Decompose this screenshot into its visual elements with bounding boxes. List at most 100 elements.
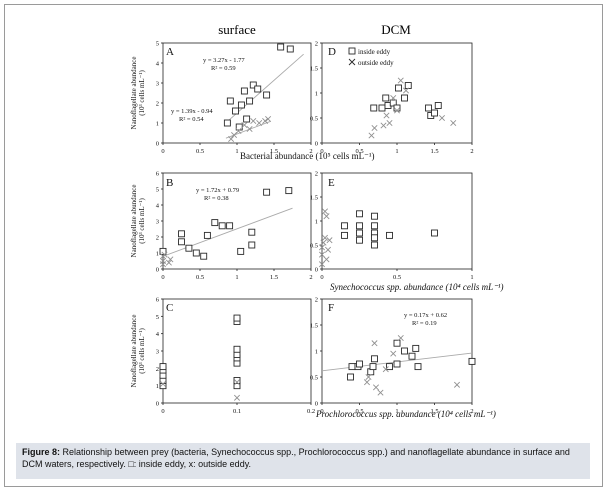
panel-letter: E — [328, 177, 335, 189]
x-tick-label: 0 — [320, 408, 323, 415]
figure-svg: surface DCM 0 1 2 3 4 5 0 0.5 1 1.5 2 Ay = 3.27x - … — [130, 22, 504, 419]
data-point-outside — [235, 127, 242, 135]
data-point-inside — [286, 45, 294, 53]
plot-area — [321, 298, 473, 404]
y-axis-label-line2: (10³ cells mL⁻¹) — [138, 328, 146, 374]
y-tick-label: 4 — [156, 203, 160, 210]
data-point-outside — [383, 112, 390, 119]
y-tick-label: 2 — [156, 366, 159, 373]
y-tick-label: 5 — [156, 314, 159, 321]
y-tick-label: 0 — [156, 401, 159, 408]
data-point-outside — [321, 208, 329, 215]
data-point-outside — [167, 256, 174, 263]
y-tick-label: 2 — [315, 297, 318, 304]
y-tick-label: 1 — [315, 91, 318, 98]
data-point-outside — [377, 389, 384, 396]
data-point-outside — [368, 132, 375, 139]
y-tick-label: 2 — [156, 235, 159, 242]
y-tick-label: 0 — [315, 267, 318, 274]
data-point-outside — [371, 124, 378, 132]
trendline — [225, 120, 271, 139]
data-point-inside — [425, 104, 432, 112]
y-tick-label: 1 — [315, 219, 318, 226]
data-point-inside — [371, 355, 378, 363]
y-tick-label: 0 — [156, 141, 159, 148]
legend-label-inside: inside eddy — [358, 48, 391, 56]
trend-r2: R² = 0.19 — [412, 320, 437, 327]
legend-square-marker — [348, 47, 356, 55]
data-point-outside — [262, 117, 269, 125]
data-point-outside — [393, 107, 401, 114]
data-point-inside — [371, 222, 378, 230]
data-point-inside — [431, 109, 438, 117]
data-point-inside — [341, 231, 348, 239]
data-point-outside — [323, 256, 330, 263]
data-point-outside — [386, 119, 393, 127]
panel-letter: B — [166, 177, 173, 189]
legend-label-outside: outside eddy — [358, 59, 394, 67]
data-point-outside — [233, 394, 241, 401]
trend-equation: y = 0.17x + 0.62 — [404, 312, 447, 319]
data-point-inside — [356, 222, 363, 230]
x-tick-label: 0 — [161, 408, 164, 415]
trend-equation: y = 1.39x - 0.94 — [171, 108, 213, 115]
data-point-inside — [226, 97, 234, 105]
data-point-outside — [390, 350, 397, 357]
y-tick-label: 0 — [315, 141, 318, 148]
data-point-outside — [326, 237, 333, 244]
data-point-outside — [165, 259, 172, 266]
x-tick-label: 1.5 — [430, 408, 438, 415]
data-point-inside — [371, 234, 378, 242]
y-axis-label-line2: (10³ cells mL⁻¹) — [138, 70, 146, 116]
data-point-outside — [228, 135, 235, 143]
data-point-inside — [192, 249, 200, 257]
x-tick-label: 1 — [395, 148, 398, 155]
y-tick-label: 1.5 — [310, 66, 318, 73]
y-tick-label: 1 — [156, 251, 159, 258]
y-tick-label: 0 — [156, 267, 159, 274]
y-tick-label: 1 — [156, 383, 159, 390]
data-point-outside — [382, 366, 389, 373]
column-title-surface: surface — [218, 22, 256, 37]
data-point-outside — [365, 373, 372, 381]
data-point-inside — [393, 360, 401, 368]
data-point-outside — [241, 121, 248, 129]
trend-r2: R² = 0.59 — [211, 65, 236, 72]
data-point-outside — [397, 334, 404, 342]
y-tick-label: 6 — [156, 297, 160, 304]
data-point-outside — [159, 257, 167, 265]
x-tick-label: 0.5 — [355, 408, 363, 415]
panel-letter: C — [166, 302, 173, 314]
trend-equation: y = 3.27x - 1.77 — [203, 57, 245, 64]
data-point-inside — [233, 314, 241, 322]
data-point-inside — [240, 87, 248, 95]
data-point-outside — [363, 379, 371, 386]
data-point-inside — [254, 85, 262, 93]
y-axis-label-line1: Nanoflagellate abundance — [130, 315, 138, 388]
y-axis-label-line2: (10³ cells mL⁻¹) — [138, 198, 146, 244]
data-point-inside — [200, 252, 208, 260]
data-point-outside — [161, 251, 168, 258]
x-tick-label: 0.1 — [233, 408, 241, 415]
y-tick-label: 1.5 — [310, 195, 318, 202]
data-point-inside — [468, 357, 476, 365]
x-tick-label: 2 — [309, 274, 312, 281]
y-tick-label: 3 — [156, 81, 159, 88]
x-tick-label: 0.5 — [393, 274, 401, 281]
data-point-outside — [402, 87, 410, 94]
figure-caption: Figure 8: Relationship between prey (bac… — [16, 443, 590, 479]
y-tick-label: 1 — [156, 121, 159, 128]
data-point-inside — [233, 345, 241, 353]
data-point-inside — [237, 247, 245, 255]
data-point-outside — [318, 261, 326, 268]
y-tick-label: 0.5 — [310, 243, 318, 250]
data-point-outside — [159, 380, 167, 387]
data-point-outside — [397, 77, 404, 84]
trend-r2: R² = 0.38 — [204, 195, 229, 202]
panel-c: 0 1 2 3 4 5 6 0 0.1 0.2 C Nanoflagellate abundance(… — [130, 297, 315, 416]
data-point-outside — [453, 381, 461, 388]
y-tick-label: 3 — [156, 219, 159, 226]
y-tick-label: 5 — [156, 187, 159, 194]
